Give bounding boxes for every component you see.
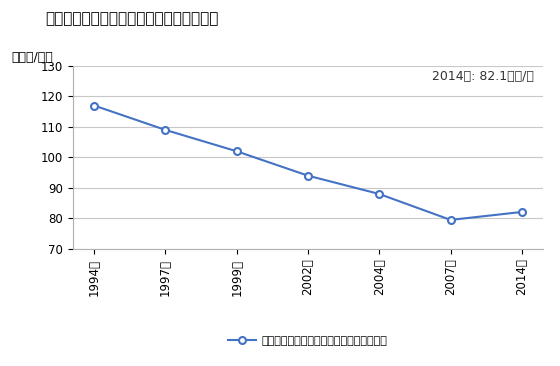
小売業の店舗１平米当たり年間商品販売額 [91,103,97,108]
小売業の店舗１平米当たり年間商品販売額 [162,128,169,132]
小売業の店舗１平米当たり年間商品販売額 [234,149,240,153]
小売業の店舗１平米当たり年間商品販売額 [447,218,454,222]
小売業の店舗１平米当たり年間商品販売額 [519,210,525,214]
Text: 2014年: 82.1万円/㎡: 2014年: 82.1万円/㎡ [432,70,534,83]
小売業の店舗１平米当たり年間商品販売額 [376,192,382,196]
Legend: 小売業の店舗１平米当たり年間商品販売額: 小売業の店舗１平米当たり年間商品販売額 [224,331,392,350]
Text: ［万円/㎡］: ［万円/㎡］ [12,51,53,64]
小売業の店舗１平米当たり年間商品販売額 [305,173,311,178]
Line: 小売業の店舗１平米当たり年間商品販売額: 小売業の店舗１平米当たり年間商品販売額 [91,102,525,223]
Text: 小売業の店舗１平米当たり年間商品販売額: 小売業の店舗１平米当たり年間商品販売額 [45,11,218,26]
